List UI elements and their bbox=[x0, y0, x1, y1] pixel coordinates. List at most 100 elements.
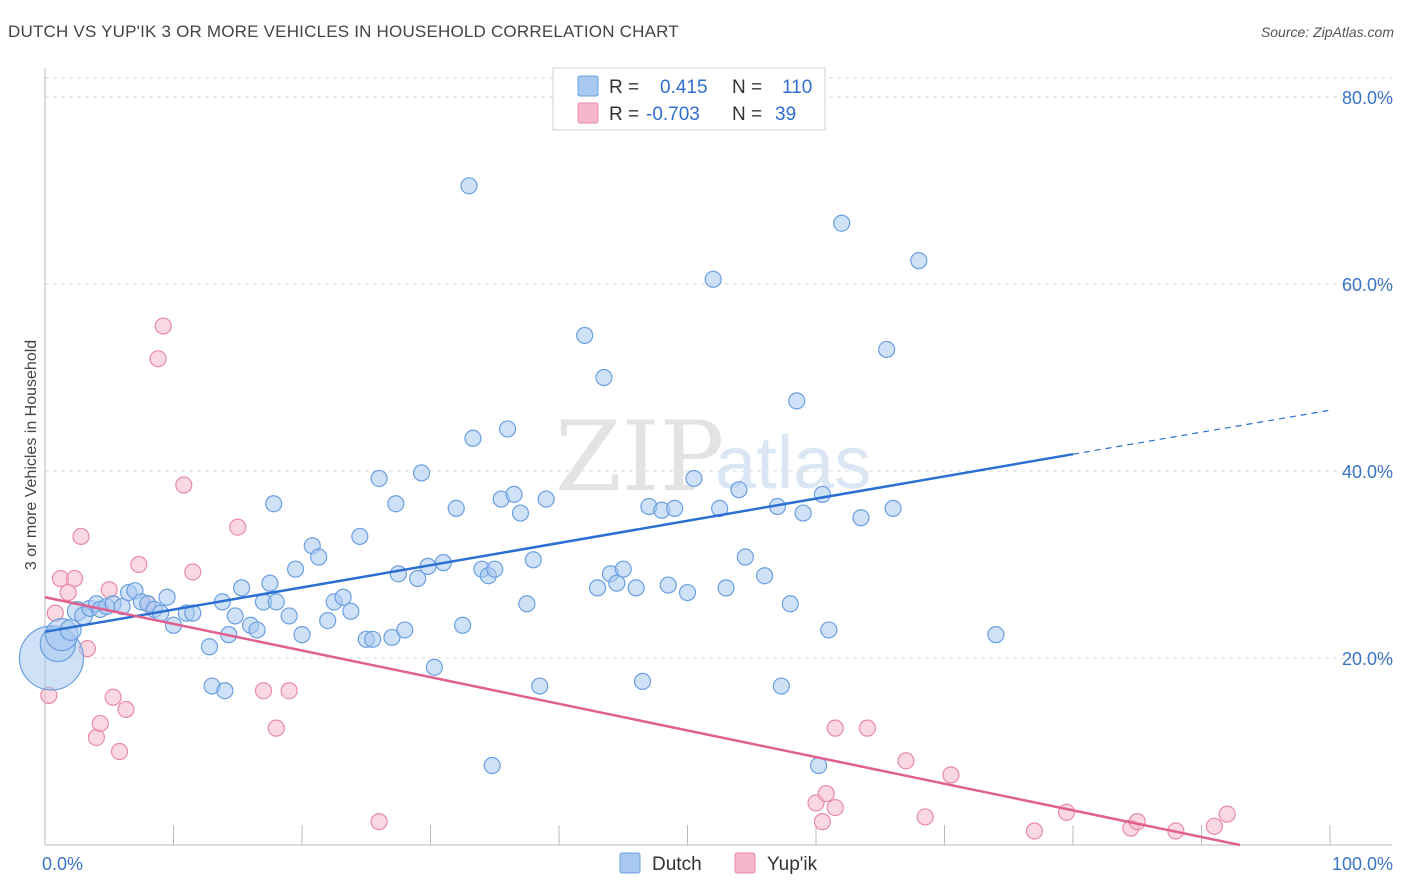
dutch-point bbox=[293, 626, 311, 644]
yupik-point bbox=[1025, 822, 1044, 840]
yupik-trend-line bbox=[44, 596, 1241, 847]
y-tick-label: 20.0% bbox=[1342, 649, 1393, 669]
dutch-point bbox=[409, 569, 427, 588]
dutch-point bbox=[364, 630, 382, 648]
x-tick-label-max: 100.0% bbox=[1332, 854, 1393, 874]
bottom-legend-dutch-label: Dutch bbox=[652, 854, 702, 875]
yupik-point bbox=[65, 569, 84, 588]
legend-dutch-r-value: 0.415 bbox=[660, 77, 708, 98]
dutch-point bbox=[685, 469, 703, 488]
dutch-point bbox=[588, 579, 607, 597]
dutch-point bbox=[200, 638, 219, 656]
x-tick-labels: 0.0% 100.0% bbox=[42, 854, 1393, 874]
dutch-point bbox=[113, 597, 131, 616]
bottom-legend-yupik-label: Yup'ik bbox=[767, 854, 818, 875]
dutch-point bbox=[736, 548, 754, 566]
yupik-point bbox=[1205, 817, 1223, 835]
dutch-trend-extension bbox=[1072, 409, 1331, 455]
yupik-point bbox=[280, 682, 298, 700]
dutch-point bbox=[216, 682, 234, 700]
dutch-point bbox=[678, 583, 697, 602]
legend-dutch-n-value: 110 bbox=[782, 77, 812, 98]
dutch-point bbox=[781, 595, 799, 613]
yupik-point bbox=[100, 581, 118, 599]
dutch-point bbox=[511, 504, 530, 522]
dutch-point bbox=[334, 588, 352, 606]
dutch-point bbox=[499, 420, 517, 438]
yupik-point bbox=[175, 476, 193, 494]
dutch-point bbox=[412, 464, 431, 482]
axes bbox=[44, 68, 1392, 846]
dutch-point bbox=[531, 677, 549, 695]
dutch-point bbox=[233, 579, 251, 597]
dutch-point bbox=[852, 509, 870, 527]
dutch-point bbox=[633, 672, 652, 690]
dutch-point bbox=[813, 485, 832, 503]
dutch-point bbox=[383, 628, 401, 647]
dutch-point bbox=[483, 756, 501, 775]
dutch-point bbox=[704, 270, 722, 288]
dutch-point bbox=[627, 579, 645, 597]
dutch-point bbox=[396, 621, 414, 639]
legend-yupik-n-label: N = bbox=[732, 104, 762, 125]
watermark: ZIP atlas bbox=[555, 401, 871, 513]
dutch-point bbox=[280, 607, 298, 625]
dutch-point bbox=[342, 602, 360, 620]
yupik-point bbox=[813, 813, 832, 831]
dutch-point bbox=[576, 326, 594, 345]
dutch-point bbox=[987, 626, 1005, 644]
grid-lines bbox=[45, 77, 1392, 659]
dutch-point bbox=[464, 429, 482, 447]
dutch-point bbox=[265, 495, 283, 513]
dutch-point bbox=[666, 499, 684, 517]
dutch-point bbox=[226, 607, 244, 625]
y-tick-label: 80.0% bbox=[1342, 88, 1393, 108]
yupik-point bbox=[72, 527, 90, 546]
yupik-point bbox=[117, 700, 135, 719]
dutch-point bbox=[755, 567, 774, 585]
dutch-point bbox=[884, 499, 902, 517]
dutch-point bbox=[267, 593, 285, 611]
y-tick-labels: 20.0% 40.0% 60.0% 80.0% bbox=[1342, 88, 1393, 669]
dutch-point bbox=[425, 658, 443, 676]
dutch-point bbox=[595, 368, 613, 387]
y-tick-label: 40.0% bbox=[1342, 462, 1393, 482]
dutch-point bbox=[518, 595, 536, 613]
dutch-points bbox=[18, 177, 1005, 775]
dutch-point bbox=[524, 551, 542, 569]
yupik-point bbox=[154, 317, 172, 335]
dutch-point bbox=[486, 560, 504, 578]
dutch-point bbox=[454, 616, 472, 634]
dutch-point bbox=[389, 565, 407, 583]
yupik-point bbox=[858, 719, 877, 737]
dutch-point bbox=[717, 579, 735, 597]
yupik-point bbox=[149, 350, 167, 368]
yupik-point bbox=[110, 742, 129, 761]
x-tick-label-min: 0.0% bbox=[42, 854, 83, 874]
dutch-point bbox=[537, 490, 555, 508]
yupik-point bbox=[87, 728, 106, 747]
dutch-point bbox=[505, 485, 523, 503]
dutch-point bbox=[608, 574, 626, 592]
dutch-point bbox=[248, 621, 266, 639]
bottom-legend-dutch-swatch bbox=[619, 852, 641, 874]
yupik-point bbox=[370, 813, 388, 831]
yupik-point bbox=[1218, 805, 1236, 823]
yupik-point bbox=[267, 719, 285, 737]
yupik-point bbox=[916, 808, 934, 826]
dutch-point bbox=[286, 560, 305, 578]
legend-yupik-r-value: -0.703 bbox=[646, 104, 700, 125]
dutch-point bbox=[460, 177, 478, 195]
dutch-point bbox=[659, 576, 677, 594]
dutch-point bbox=[794, 504, 812, 522]
dutch-point bbox=[447, 499, 465, 517]
yupik-point bbox=[826, 719, 844, 737]
series-legend: Dutch Yup'ik bbox=[619, 852, 818, 875]
dutch-point bbox=[772, 677, 790, 695]
yupik-point bbox=[897, 752, 915, 770]
yupik-point bbox=[817, 784, 835, 803]
y-tick-label: 60.0% bbox=[1342, 275, 1393, 295]
legend-dutch-n-label: N = bbox=[732, 77, 762, 98]
legend-yupik-swatch bbox=[577, 102, 599, 124]
